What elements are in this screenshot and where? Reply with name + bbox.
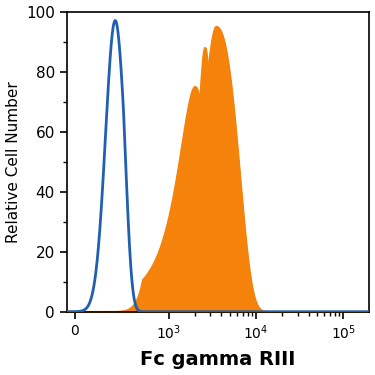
Y-axis label: Relative Cell Number: Relative Cell Number xyxy=(6,81,21,243)
X-axis label: Fc gamma RIII: Fc gamma RIII xyxy=(140,351,296,369)
